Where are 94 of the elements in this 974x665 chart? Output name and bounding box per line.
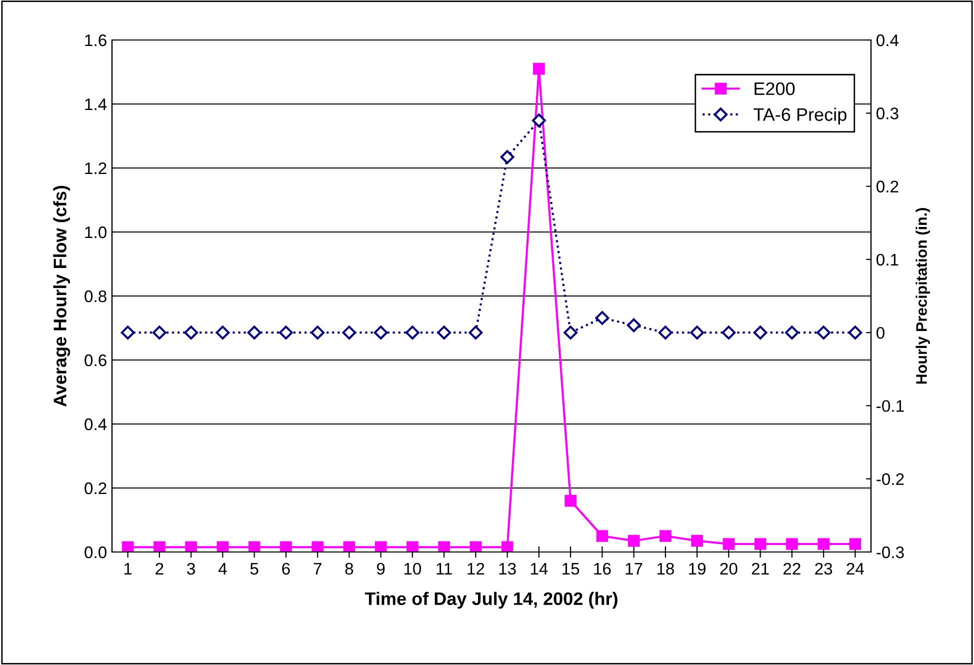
point: [722, 538, 735, 550]
y-tick-label: 0.8: [84, 290, 106, 302]
x-tick-label: 7: [314, 563, 322, 574]
point: [849, 538, 862, 550]
point: [310, 326, 324, 340]
x-tick-label: 13: [499, 562, 516, 575]
y-axis-title: Average Hourly Flow (cfs): [53, 186, 70, 407]
point: [248, 541, 260, 552]
point: [343, 541, 356, 552]
legend-label: TA-6 Precip: [754, 108, 846, 125]
y2-tick-label: 0.4: [876, 34, 899, 46]
x-tick-label: 24: [846, 562, 864, 574]
point: [500, 150, 514, 164]
point: [816, 326, 830, 340]
y-tick-label: 1.0: [85, 226, 106, 238]
x-tick-label: 12: [468, 562, 484, 574]
x-tick-label: 10: [404, 562, 422, 575]
point: [184, 326, 198, 340]
point: [785, 326, 799, 340]
x-tick-label: 9: [376, 562, 385, 575]
x-tick-label: 17: [626, 563, 642, 574]
y2-tick-label: 0.2: [876, 180, 898, 192]
point: [533, 62, 545, 75]
x-tick-label: 23: [815, 562, 832, 575]
point: [596, 530, 608, 542]
y2-axis-title: Hourly Precipitation (in.): [916, 208, 930, 384]
x-tick-label: 19: [689, 562, 706, 575]
point: [247, 326, 262, 340]
x-tick-label: 15: [562, 563, 580, 575]
point: [848, 326, 862, 340]
x-axis-title: Time of Day July 14, 2002 (hr): [364, 592, 618, 609]
point: [753, 326, 768, 340]
point: [406, 541, 418, 552]
point: [595, 311, 610, 325]
y2-tick-label: 0: [876, 326, 884, 339]
y2-tick-label: -0.1: [876, 400, 904, 412]
point: [468, 326, 483, 340]
x-tick-label: 5: [250, 563, 258, 575]
point: [691, 534, 703, 547]
point: [438, 541, 450, 552]
point: [470, 541, 482, 552]
point: [564, 326, 578, 340]
y2-tick-label: 0.1: [876, 254, 898, 266]
point: [120, 326, 135, 340]
x-tick-label: 1: [124, 563, 132, 574]
y-tick-label: 0.0: [84, 546, 106, 558]
y2-tick-label: -0.2: [876, 473, 904, 486]
point: [722, 326, 736, 340]
point: [374, 326, 388, 340]
point: [564, 494, 576, 507]
point: [154, 541, 166, 552]
x-tick-label: 16: [594, 562, 611, 575]
point: [501, 541, 514, 552]
x-tick-label: 20: [720, 562, 738, 575]
x-tick-label: 4: [218, 563, 227, 574]
y2-tick-label: 0.3: [876, 108, 898, 120]
point: [280, 541, 292, 552]
y-tick-label: 0.2: [84, 482, 106, 494]
point: [628, 534, 640, 547]
point: [786, 538, 798, 550]
point: [818, 538, 830, 550]
y-tick-label: 1.2: [85, 162, 106, 174]
y-tick-label: 1.4: [85, 98, 107, 110]
point: [532, 114, 546, 128]
point: [374, 541, 387, 552]
point: [152, 326, 166, 340]
x-tick-label: 6: [282, 562, 290, 575]
point: [122, 541, 134, 552]
y-tick-label: 0.6: [84, 354, 106, 366]
point: [279, 326, 293, 340]
point: [342, 326, 356, 340]
y-tick-label: 0.4: [84, 418, 107, 430]
point: [754, 538, 766, 550]
point: [185, 541, 197, 552]
y-tick-label: 1.6: [85, 34, 106, 46]
point: [406, 326, 420, 340]
x-tick-label: 8: [345, 562, 354, 575]
point: [658, 326, 672, 340]
point: [437, 326, 451, 340]
point: [216, 326, 230, 340]
legend-label: E200: [754, 82, 795, 96]
point: [690, 326, 704, 340]
x-tick-label: 11: [436, 563, 452, 574]
x-tick-label: 3: [187, 562, 195, 575]
point: [660, 530, 672, 542]
x-tick-label: 18: [657, 562, 674, 575]
x-tick-label: 22: [784, 562, 800, 574]
point: [626, 318, 641, 332]
x-tick-label: 14: [530, 563, 548, 574]
point: [312, 541, 324, 552]
y2-tick-label: -0.3: [876, 546, 904, 558]
x-tick-label: 21: [752, 562, 769, 574]
point: [216, 541, 229, 552]
x-tick-label: 2: [156, 562, 164, 574]
